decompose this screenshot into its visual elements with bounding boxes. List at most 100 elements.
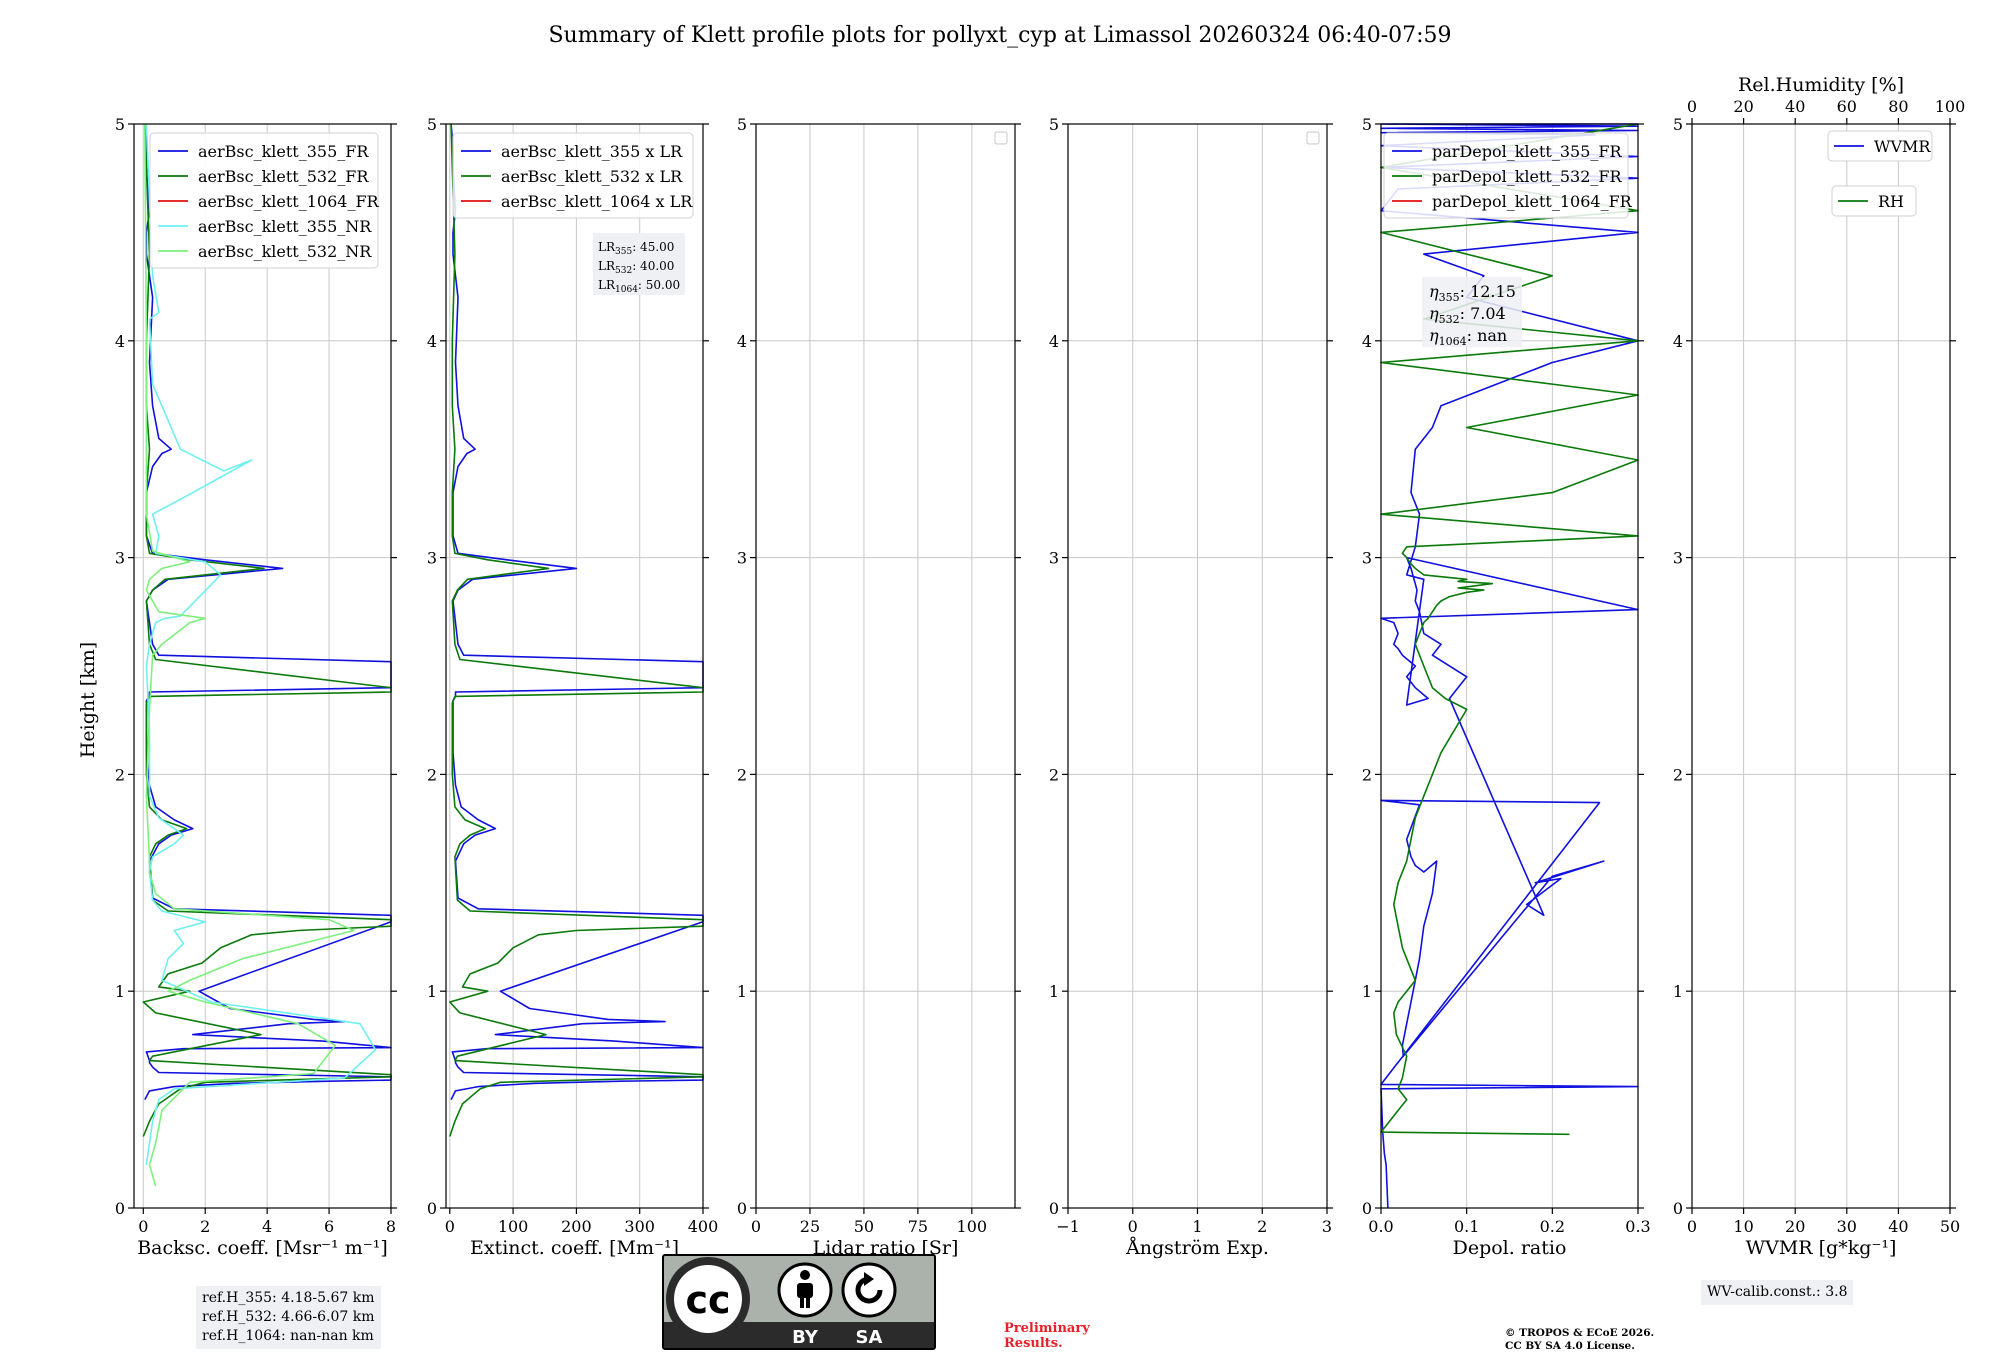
legend-wvmr: WVMR [1827,130,1933,162]
by-label: BY [792,1327,819,1348]
legend-box [1827,130,1933,162]
y-tick-label: 3 [1673,549,1683,568]
x-tick-label: 20 [1785,1217,1805,1236]
legend-entry: parDepol_klett_532_FR [1432,167,1623,186]
plot-frame-depol [1380,123,1639,1209]
y-tick-label: 4 [1362,332,1372,351]
legend-entry: aerBsc_klett_355_NR [198,217,372,236]
x-axis-label: Ångström Exp. [1125,1237,1269,1259]
ref-height-532: ref.H_532: 4.66-6.07 km [202,1309,375,1325]
top-x-tick-label: 0 [1687,97,1697,116]
legend-entry: WVMR [1874,137,1931,156]
top-x-tick-label: 80 [1888,97,1908,116]
legend-entry: aerBsc_klett_1064_FR [198,192,380,211]
lidar-ratio-note: LR1064: 50.00 [598,278,680,295]
legend-bsc: aerBsc_klett_355_FR aerBsc_klett_532_FRae… [149,132,380,269]
y-tick-label: 0 [737,1199,747,1218]
cc-by-sa-badge: cc BY SA [662,1254,936,1350]
x-tick-label: 30 [1837,1217,1857,1236]
y-tick-label: 4 [1049,332,1059,351]
y-tick-label: 5 [1049,115,1059,134]
copyright-line-1: © TROPOS & ECoE 2026. [1505,1327,1655,1339]
y-tick-label: 2 [427,765,437,784]
y-axis-label: Height [km] [77,642,99,758]
legend-rh: RH [1831,185,1917,217]
x-tick-label: 0.1 [1454,1217,1479,1236]
empty-legend-box [994,131,1008,145]
x-tick-label: 8 [386,1217,396,1236]
x-axis-label: Extinct. coeff. [Mm⁻¹] [470,1237,679,1259]
y-tick-label: 3 [427,549,437,568]
lidar-ratio-note: LR355: 45.00 [598,240,674,257]
y-tick-label: 1 [427,982,437,1001]
y-tick-label: 1 [1673,982,1683,1001]
eta-note: η1064: nan [1429,326,1507,348]
y-tick-label: 2 [1049,765,1059,784]
y-tick-label: 0 [427,1199,437,1218]
x-axis-label: WVMR [g*kg⁻¹] [1746,1237,1897,1259]
x-tick-label: 1 [1192,1217,1202,1236]
panel-ext: 0 1 2 3 4 5 0 100 200 300 400 Extinct. coeff. [Mm⁻¹… [427,115,718,1259]
lidar-ratio-box: LR355: 45.00 LR532: 40.00 LR1064: 50.00 [593,233,685,295]
top-x-tick-label: 100 [1935,97,1966,116]
y-tick-label: 5 [427,115,437,134]
series-line-parDepol_klett_532_FR [1380,123,1639,1136]
y-tick-label: 1 [737,982,747,1001]
x-tick-label: 0.3 [1625,1217,1650,1236]
y-tick-label: 4 [115,332,125,351]
x-tick-label: 2 [200,1217,210,1236]
legend-entry: parDepol_klett_1064_FR [1432,192,1633,211]
y-tick-label: 2 [115,765,125,784]
eta-note: η355: 12.15 [1429,282,1516,304]
series-line-aerBsc_klett_532_FR [142,123,392,1137]
cc-logo-text: cc [685,1278,730,1322]
legend-box [149,132,379,269]
ref-height-1064: ref.H_1064: nan-nan km [202,1328,374,1344]
x-tick-label: 0 [751,1217,761,1236]
x-tick-label: 100 [498,1217,529,1236]
eta-note: η532: 7.04 [1429,304,1506,326]
empty-legend-box [1306,131,1320,145]
x-tick-label: 0.0 [1368,1217,1393,1236]
legend-entry: aerBsc_klett_355 x LR [501,142,683,161]
plot-frame-wv [1691,123,1951,1209]
legend-entry: aerBsc_klett_355_FR [198,142,369,161]
legend-entry: aerBsc_klett_532_NR [198,242,372,261]
x-tick-label: 4 [262,1217,272,1236]
x-tick-label: 0 [138,1217,148,1236]
copyright-line-2: CC BY SA 4.0 License. [1505,1340,1635,1352]
y-tick-label: 1 [115,982,125,1001]
legend-ext: aerBsc_klett_355 x LR aerBsc_klett_532 x … [452,132,694,219]
series-line-aerBsc_klett_355_NR [145,123,377,1165]
series-line-aerBsc_klett_532 x LR [448,123,704,1137]
x-tick-label: 300 [624,1217,655,1236]
y-tick-label: 0 [1049,1199,1059,1218]
y-tick-label: 5 [1673,115,1683,134]
preliminary-line-1: Preliminary [1004,1321,1090,1336]
lidar-ratio-note: LR532: 40.00 [598,259,674,276]
x-tick-label: 0 [1128,1217,1138,1236]
x-tick-label: 0 [445,1217,455,1236]
x-tick-label: 50 [854,1217,874,1236]
y-tick-label: 5 [115,115,125,134]
sa-label: SA [856,1327,883,1348]
x-tick-label: 0 [1687,1217,1697,1236]
y-tick-label: 2 [1362,765,1372,784]
y-tick-label: 2 [737,765,747,784]
x-tick-label: 40 [1888,1217,1908,1236]
reference-height-box: ref.H_355: 4.18-5.67 km ref.H_532: 4.66-… [196,1286,381,1349]
x-axis-label: Depol. ratio [1453,1237,1567,1259]
x-tick-label: 0.2 [1540,1217,1565,1236]
x-tick-label: 10 [1733,1217,1753,1236]
y-tick-label: 3 [1362,549,1372,568]
y-tick-label: 1 [1049,982,1059,1001]
ref-height-355: ref.H_355: 4.18-5.67 km [202,1290,375,1306]
y-tick-label: 1 [1362,982,1372,1001]
preliminary-line-2: Results. [1004,1336,1063,1351]
y-tick-label: 3 [1049,549,1059,568]
wv-calibration-constant: WV-calib.const.: 3.8 [1707,1284,1848,1300]
